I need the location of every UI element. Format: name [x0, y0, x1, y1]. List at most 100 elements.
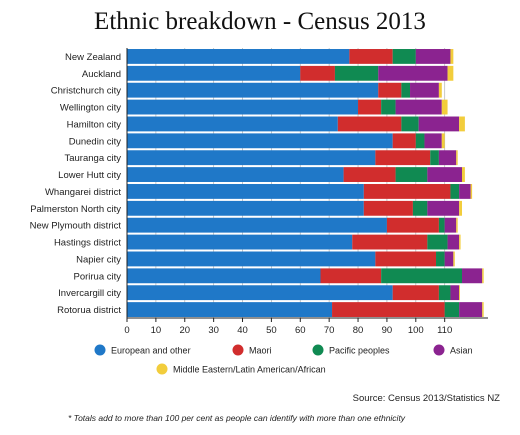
legend-label: Maori	[249, 346, 272, 356]
bar-segment	[381, 99, 396, 115]
bar-segment	[453, 251, 455, 267]
category-label: Whangarei district	[45, 187, 121, 198]
bar-segment	[375, 251, 437, 267]
bar-segment	[450, 49, 454, 64]
category-label: Palmerston North city	[30, 204, 121, 215]
category-label: Lower Hutt city	[58, 170, 121, 181]
bar-segment	[438, 285, 451, 301]
legend-swatch	[433, 344, 445, 356]
bar-segment	[438, 82, 442, 98]
legend: European and other Maori Pacific peoples As…	[94, 344, 473, 375]
category-label: Invercargill city	[58, 288, 121, 299]
bar-segment	[456, 150, 458, 166]
tick-labels: 0 10 20 30 40 50 60 70 80 90 100 110	[124, 325, 452, 336]
bar-segment	[482, 302, 484, 317]
category-label: Napier city	[76, 254, 121, 265]
bar-segment	[424, 133, 442, 149]
bar-segment	[127, 133, 393, 149]
category-label: Porirua city	[73, 271, 121, 282]
bar-segment	[444, 302, 460, 317]
bar-segment	[337, 116, 402, 132]
x-tick-label: 0	[124, 325, 129, 336]
legend-swatch	[94, 344, 106, 356]
bar-segment	[352, 234, 428, 250]
bar-segment	[450, 285, 460, 301]
x-tick-label: 60	[295, 325, 306, 336]
bar-segment	[427, 234, 448, 250]
bar-segment	[349, 49, 393, 64]
bar-segment	[415, 133, 425, 149]
bar-segment	[386, 217, 439, 233]
bar-segment	[392, 49, 416, 64]
category-labels: New Zealand Auckland Christchurch city Well…	[30, 52, 122, 316]
bar-segment	[444, 217, 457, 233]
x-tick-label: 90	[382, 325, 393, 336]
bar-segment	[127, 302, 333, 317]
bar-segment	[127, 65, 301, 81]
bar-segment	[441, 99, 448, 115]
source-note: Source: Census 2013/Statistics NZ	[352, 393, 500, 404]
chart-title: Ethnic breakdown - Census 2013	[94, 8, 426, 35]
bar-segment	[127, 251, 376, 267]
x-tick-label: 100	[408, 325, 424, 336]
bar-segment	[127, 268, 321, 284]
x-tick-label: 50	[266, 325, 277, 336]
bar-segment	[430, 150, 439, 166]
x-tick-label: 40	[237, 325, 248, 336]
category-label: Wellington city	[60, 103, 121, 114]
bar-segment	[401, 116, 419, 132]
legend-label: Pacific peoples	[329, 346, 390, 356]
bars-group	[127, 49, 484, 317]
bar-segment	[462, 268, 483, 284]
bar-segment	[127, 285, 393, 301]
bar-segment	[459, 184, 471, 199]
bar-segment	[363, 184, 451, 199]
bar-segment	[395, 99, 442, 115]
bar-segment	[381, 268, 463, 284]
bar-segment	[438, 217, 445, 233]
bar-segment	[332, 302, 445, 317]
category-label: New Plymouth district	[30, 221, 122, 232]
bar-segment	[482, 268, 484, 284]
bar-segment	[392, 133, 416, 149]
x-tick-label: 10	[151, 325, 162, 336]
legend-swatch	[156, 363, 168, 375]
bar-segment	[127, 99, 359, 115]
bar-segment	[450, 184, 460, 199]
bar-segment	[343, 167, 396, 182]
bar-segment	[358, 99, 382, 115]
category-label: New Zealand	[65, 52, 121, 63]
bar-segment	[127, 200, 364, 216]
bar-segment	[459, 234, 461, 250]
bar-segment	[459, 285, 460, 301]
bar-segment	[470, 184, 473, 199]
category-label: Rotorua district	[57, 305, 121, 316]
bar-segment	[300, 65, 335, 81]
bar-segment	[127, 167, 344, 182]
bar-segment	[436, 251, 445, 267]
bar-segment	[127, 49, 350, 64]
bar-segment	[378, 65, 448, 81]
bar-segment	[127, 234, 353, 250]
bar-segment	[427, 200, 460, 216]
bar-segment	[334, 65, 379, 81]
bar-segment	[127, 116, 338, 132]
bar-segment	[320, 268, 382, 284]
bar-segment	[395, 167, 428, 182]
footnote: * Totals add to more than 100 per cent a…	[68, 413, 406, 423]
bar-segment	[441, 133, 445, 149]
bar-segment	[427, 167, 463, 182]
bar-segment	[444, 251, 454, 267]
bar-segment	[363, 200, 413, 216]
category-label: Hamilton city	[67, 119, 122, 130]
bar-segment	[447, 234, 460, 250]
bar-segment	[375, 150, 431, 166]
bar-segment	[459, 200, 463, 216]
category-label: Auckland	[82, 69, 121, 80]
bar-segment	[378, 82, 402, 98]
bar-segment	[401, 82, 411, 98]
x-tick-label: 20	[179, 325, 190, 336]
bar-segment	[459, 116, 465, 132]
legend-swatch	[232, 344, 244, 356]
